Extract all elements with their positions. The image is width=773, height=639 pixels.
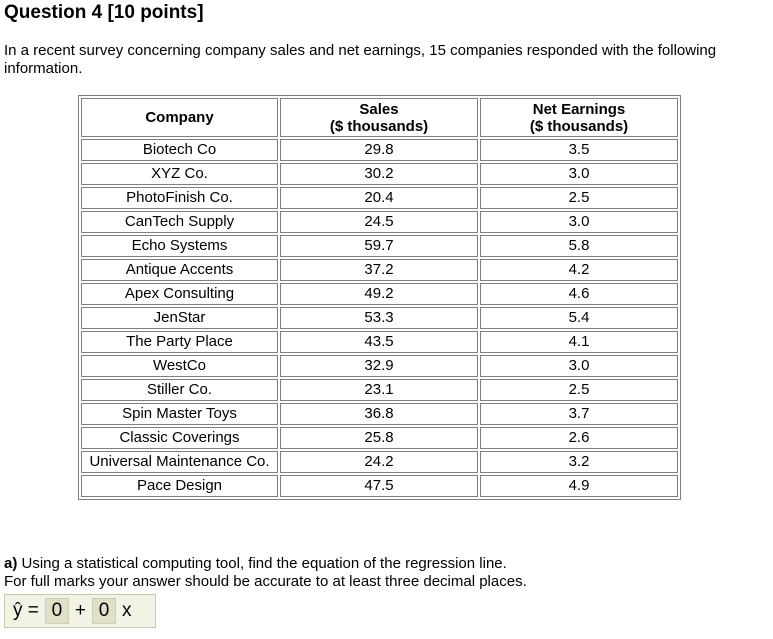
table-row: Stiller Co. 23.1 2.5 (81, 379, 678, 401)
cell-sales: 30.2 (280, 163, 478, 185)
cell-sales: 23.1 (280, 379, 478, 401)
cell-earnings: 3.0 (480, 163, 678, 185)
survey-table: Company Sales ($ thousands) Net Earnings… (78, 95, 681, 500)
header-earnings: Net Earnings ($ thousands) (480, 98, 678, 137)
cell-sales: 36.8 (280, 403, 478, 425)
cell-company: Echo Systems (81, 235, 278, 257)
table-row: Apex Consulting 49.2 4.6 (81, 283, 678, 305)
cell-sales: 32.9 (280, 355, 478, 377)
cell-earnings: 2.5 (480, 379, 678, 401)
cell-earnings: 4.1 (480, 331, 678, 353)
question-title: Question 4 [10 points] (4, 2, 204, 23)
regression-answer-box: ŷ = 0 + 0 x (4, 594, 156, 628)
cell-earnings: 5.4 (480, 307, 678, 329)
cell-company: Universal Maintenance Co. (81, 451, 278, 473)
header-sales-line2: ($ thousands) (329, 117, 429, 135)
cell-sales: 43.5 (280, 331, 478, 353)
table-row: XYZ Co. 30.2 3.0 (81, 163, 678, 185)
yhat-label: ŷ = (13, 600, 39, 621)
cell-sales: 24.2 (280, 451, 478, 473)
cell-earnings: 3.7 (480, 403, 678, 425)
cell-company: Pace Design (81, 475, 278, 497)
plus-sign: + (74, 600, 86, 621)
cell-company: JenStar (81, 307, 278, 329)
cell-company: Spin Master Toys (81, 403, 278, 425)
cell-earnings: 2.5 (480, 187, 678, 209)
cell-earnings: 3.0 (480, 211, 678, 233)
part-a-text: Using a statistical computing tool, find… (17, 555, 507, 572)
cell-earnings: 3.5 (480, 139, 678, 161)
header-earnings-line2: ($ thousands) (529, 117, 629, 135)
question-intro: In a recent survey concerning company sa… (4, 42, 717, 77)
cell-company: PhotoFinish Co. (81, 187, 278, 209)
header-company: Company (81, 98, 278, 137)
cell-earnings: 4.6 (480, 283, 678, 305)
cell-sales: 37.2 (280, 259, 478, 281)
table-row: Antique Accents 37.2 4.2 (81, 259, 678, 281)
cell-sales: 49.2 (280, 283, 478, 305)
cell-earnings: 2.6 (480, 427, 678, 449)
table-row: Spin Master Toys 36.8 3.7 (81, 403, 678, 425)
table-row: Biotech Co 29.8 3.5 (81, 139, 678, 161)
cell-company: Stiller Co. (81, 379, 278, 401)
header-earnings-line1: Net Earnings (532, 100, 626, 118)
table-row: JenStar 53.3 5.4 (81, 307, 678, 329)
cell-earnings: 4.9 (480, 475, 678, 497)
part-a: a) Using a statistical computing tool, f… (4, 555, 769, 591)
table-body: Biotech Co 29.8 3.5 XYZ Co. 30.2 3.0 PhotoFini… (81, 139, 678, 497)
cell-sales: 47.5 (280, 475, 478, 497)
cell-company: Antique Accents (81, 259, 278, 281)
cell-company: Biotech Co (81, 139, 278, 161)
cell-company: The Party Place (81, 331, 278, 353)
table-row: Universal Maintenance Co. 24.2 3.2 (81, 451, 678, 473)
part-a-label: a) (4, 555, 18, 572)
cell-company: WestCo (81, 355, 278, 377)
cell-earnings: 3.2 (480, 451, 678, 473)
cell-company: CanTech Supply (81, 211, 278, 233)
table-row: CanTech Supply 24.5 3.0 (81, 211, 678, 233)
cell-earnings: 4.2 (480, 259, 678, 281)
cell-sales: 53.3 (280, 307, 478, 329)
table-row: Pace Design 47.5 4.9 (81, 475, 678, 497)
table-row: Echo Systems 59.7 5.8 (81, 235, 678, 257)
table-row: Classic Coverings 25.8 2.6 (81, 427, 678, 449)
cell-sales: 25.8 (280, 427, 478, 449)
table-row: The Party Place 43.5 4.1 (81, 331, 678, 353)
cell-sales: 20.4 (280, 187, 478, 209)
header-sales: Sales ($ thousands) (280, 98, 478, 137)
cell-sales: 59.7 (280, 235, 478, 257)
table-header-row: Company Sales ($ thousands) Net Earnings… (81, 98, 678, 137)
cell-earnings: 5.8 (480, 235, 678, 257)
intercept-input[interactable]: 0 (44, 598, 69, 624)
table-row: PhotoFinish Co. 20.4 2.5 (81, 187, 678, 209)
cell-company: Apex Consulting (81, 283, 278, 305)
cell-sales: 24.5 (280, 211, 478, 233)
cell-company: Classic Coverings (81, 427, 278, 449)
slope-input[interactable]: 0 (91, 598, 116, 624)
table-row: WestCo 32.9 3.0 (81, 355, 678, 377)
part-a-note: For full marks your answer should be acc… (4, 573, 527, 590)
cell-sales: 29.8 (280, 139, 478, 161)
header-sales-line1: Sales (359, 100, 399, 118)
x-variable: x (121, 600, 132, 621)
cell-earnings: 3.0 (480, 355, 678, 377)
cell-company: XYZ Co. (81, 163, 278, 185)
